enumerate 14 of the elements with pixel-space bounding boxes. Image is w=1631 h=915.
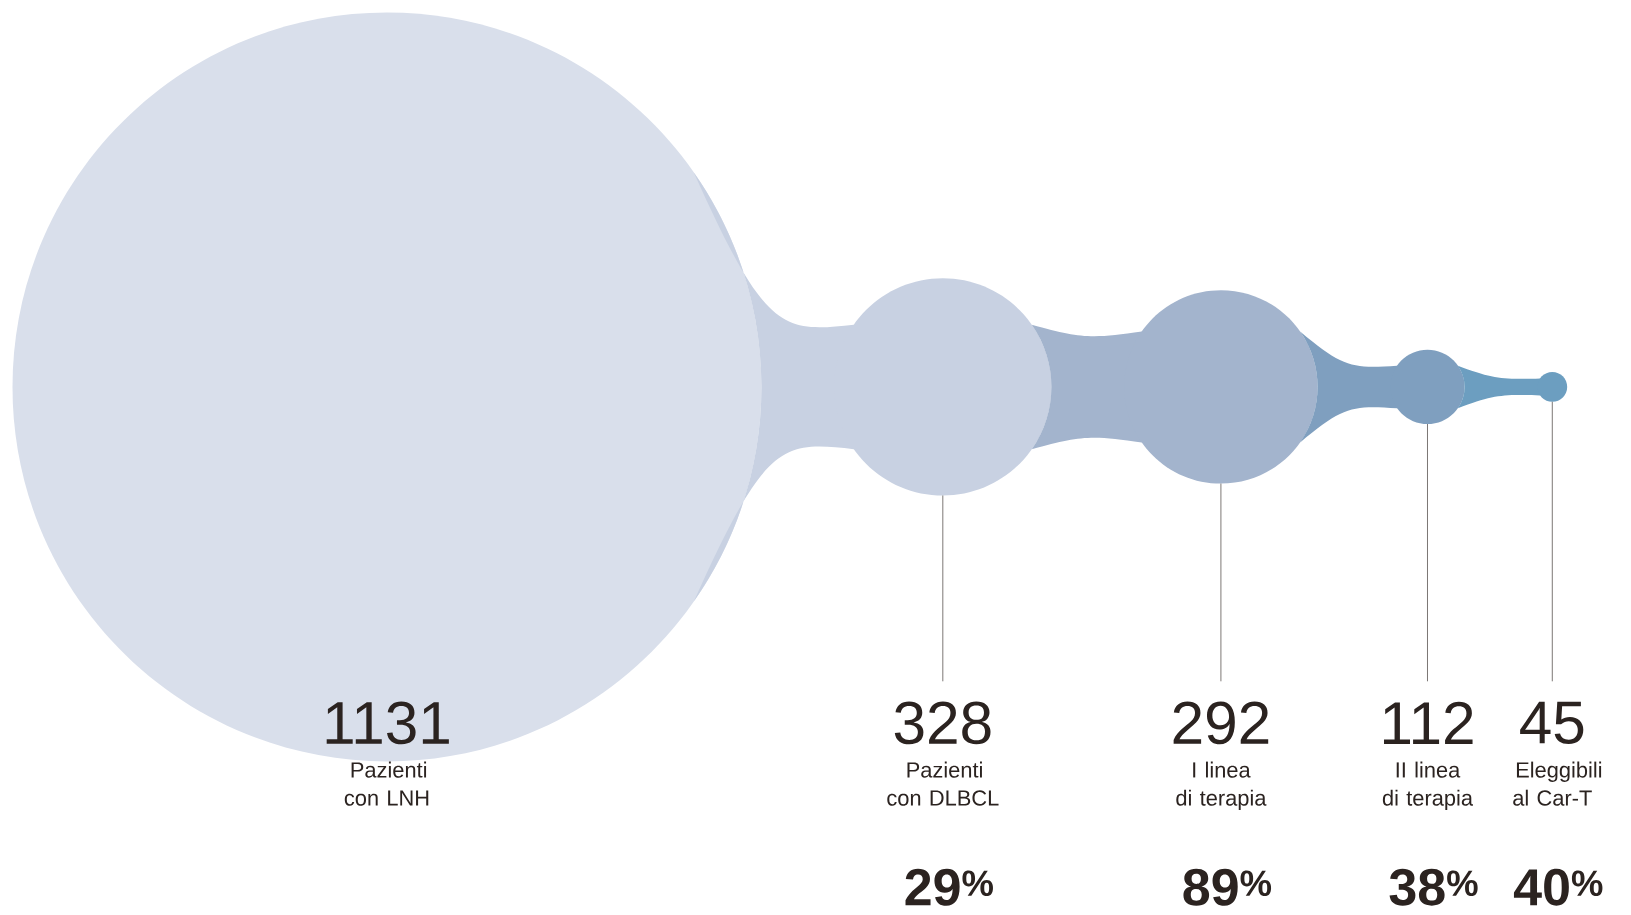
category-label: Pazienti con LNH [344,761,429,806]
category-label: II linea di terapia [1382,761,1474,810]
data-label: 328 [894,701,991,745]
text: 40$^{%}$ [1513,868,1603,906]
category-label: Eleggibili al Car-T [1513,761,1602,806]
category-label: Pazienti con DLBCL [887,761,999,806]
text: 38$^{%}$ [1389,868,1478,906]
text: 89$^{%}$ [1183,868,1272,906]
data-label: 1131 [326,701,449,745]
category-label: I linea di terapia [1176,761,1267,810]
data-label: 45 [1520,701,1584,744]
data-label: 292 [1173,701,1269,745]
text: 29$^{%}$ [905,868,993,906]
data-label: 112 [1384,701,1473,744]
